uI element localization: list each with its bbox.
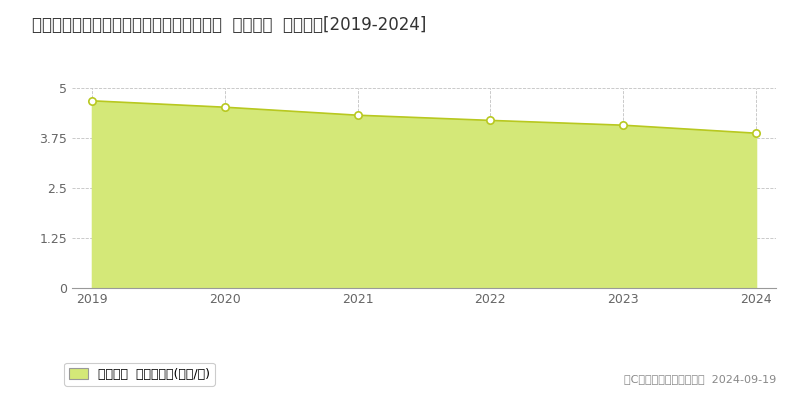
Text: 奈良県吉野郡大淀町大字越部１８７番２外  基準地価  地価推移[2019-2024]: 奈良県吉野郡大淀町大字越部１８７番２外 基準地価 地価推移[2019-2024] [32, 16, 426, 34]
Point [617, 122, 630, 128]
Point [86, 98, 98, 104]
Legend: 基準地価  平均坪単価(万円/坪): 基準地価 平均坪単価(万円/坪) [64, 363, 215, 386]
Point [484, 117, 497, 124]
Point [351, 112, 364, 118]
Text: （C）土地価格ドットコム  2024-09-19: （C）土地価格ドットコム 2024-09-19 [624, 374, 776, 384]
Point [750, 130, 762, 136]
Point [218, 104, 231, 110]
